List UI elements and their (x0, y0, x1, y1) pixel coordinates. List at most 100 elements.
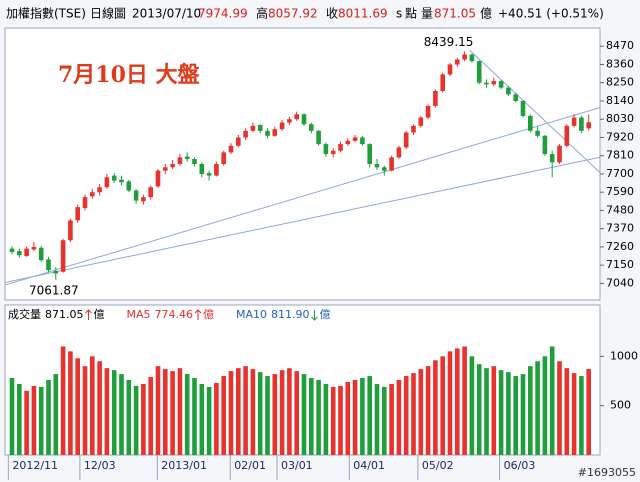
header-date: 2013/07/10 (132, 7, 201, 21)
low-label: 7061.87 (29, 283, 79, 297)
candle-body (148, 187, 153, 198)
y-tick-label: 7150 (606, 258, 634, 271)
candle-body (520, 100, 526, 116)
candle-body (301, 114, 307, 125)
volume-bar (309, 378, 314, 455)
header-unit: 點 (405, 7, 417, 21)
candle-body (9, 248, 15, 252)
volume-bar (330, 386, 336, 455)
volume-bar (447, 351, 453, 455)
volume-bar (90, 356, 95, 455)
candle-body (498, 81, 504, 88)
volume-bar (177, 368, 183, 455)
candle-body (411, 125, 416, 133)
volume-bar (53, 374, 59, 455)
volume-bar (243, 366, 248, 455)
candle-body (564, 125, 570, 146)
y-tick-label: 8140 (606, 94, 634, 107)
volume-bar (586, 369, 591, 455)
candle-body (447, 64, 453, 75)
candle-body (250, 125, 256, 131)
header-volume-unit: 億 (480, 7, 492, 21)
chart-title: 7月10日 大盤 (58, 62, 201, 88)
volume-bar (184, 374, 190, 455)
volume-bar (513, 376, 518, 455)
candle-body (360, 137, 365, 145)
candle-body (53, 270, 59, 274)
candle-body (97, 187, 102, 193)
candle-body (228, 145, 234, 153)
candle-body (513, 94, 518, 101)
volume-bar (316, 380, 321, 455)
header-index-name: 加權指數(TSE) (6, 6, 86, 21)
volume-bar (46, 380, 51, 455)
candle-body (24, 248, 29, 257)
volume-bar (301, 374, 307, 455)
candle-body (192, 159, 197, 164)
candle-body (206, 173, 212, 176)
volume-bar (455, 348, 460, 455)
volume-bar (148, 377, 153, 455)
volume-bar (462, 346, 467, 455)
volume-bar (440, 356, 445, 455)
candle-body (90, 192, 95, 197)
volume-bar (367, 376, 372, 455)
candle-body (316, 130, 321, 145)
legend-name: MA10 (236, 308, 267, 321)
volume-tick-label: 1000 (610, 349, 638, 362)
candle-body (352, 137, 358, 141)
header-volume: 871.05 (434, 7, 476, 21)
y-tick-label: 7590 (606, 185, 634, 198)
x-tick-label: 05/02 (422, 459, 454, 472)
candle-body (294, 114, 299, 120)
volume-tick-label: 500 (610, 399, 631, 412)
y-tick-label: 8470 (606, 39, 634, 52)
volume-bar (425, 366, 431, 455)
candle-body (163, 167, 168, 171)
volume-bar (68, 351, 73, 455)
volume-bar (24, 390, 29, 455)
volume-bar (476, 364, 482, 455)
candle-body (586, 122, 591, 129)
candle-body (272, 129, 278, 136)
header-close: 8011.69 (338, 7, 388, 21)
volume-bar (38, 386, 44, 455)
volume-bar (221, 376, 226, 455)
candle-body (484, 82, 489, 85)
candle-body (440, 74, 445, 92)
volume-bar (498, 370, 504, 455)
candle-body (403, 132, 409, 148)
y-tick-label: 8250 (606, 76, 634, 89)
candle-body (75, 207, 80, 221)
x-tick-label: 03/01 (281, 459, 313, 472)
candle-body (330, 150, 336, 155)
volume-bar (133, 385, 139, 455)
volume-bar (104, 368, 110, 455)
volume-bar (528, 366, 533, 455)
candle-body (425, 105, 431, 118)
volume-bar (389, 383, 394, 455)
candle-body (455, 59, 460, 65)
volume-bar (352, 380, 358, 455)
y-tick-label: 7480 (606, 203, 634, 216)
volume-bar (571, 373, 577, 455)
candle-body (345, 140, 351, 145)
volume-bar (484, 368, 489, 455)
header-chart-kind: 日線圖 (90, 6, 126, 21)
volume-bar (60, 346, 66, 455)
volume-bar (542, 356, 548, 455)
candle-body (557, 145, 562, 163)
candle-body (287, 119, 292, 123)
candle-body (323, 144, 329, 155)
candle-body (396, 147, 402, 158)
volume-bar (411, 373, 416, 455)
candle-body (374, 164, 380, 168)
candle-body (257, 125, 263, 131)
price-panel (4, 27, 601, 301)
y-tick-label: 7040 (606, 276, 634, 289)
legend-unit: 億 (94, 308, 105, 321)
legend-arrow (194, 309, 202, 320)
legend-unit: 億 (320, 308, 331, 321)
header-s: s (396, 7, 402, 21)
candle-body (528, 115, 533, 131)
